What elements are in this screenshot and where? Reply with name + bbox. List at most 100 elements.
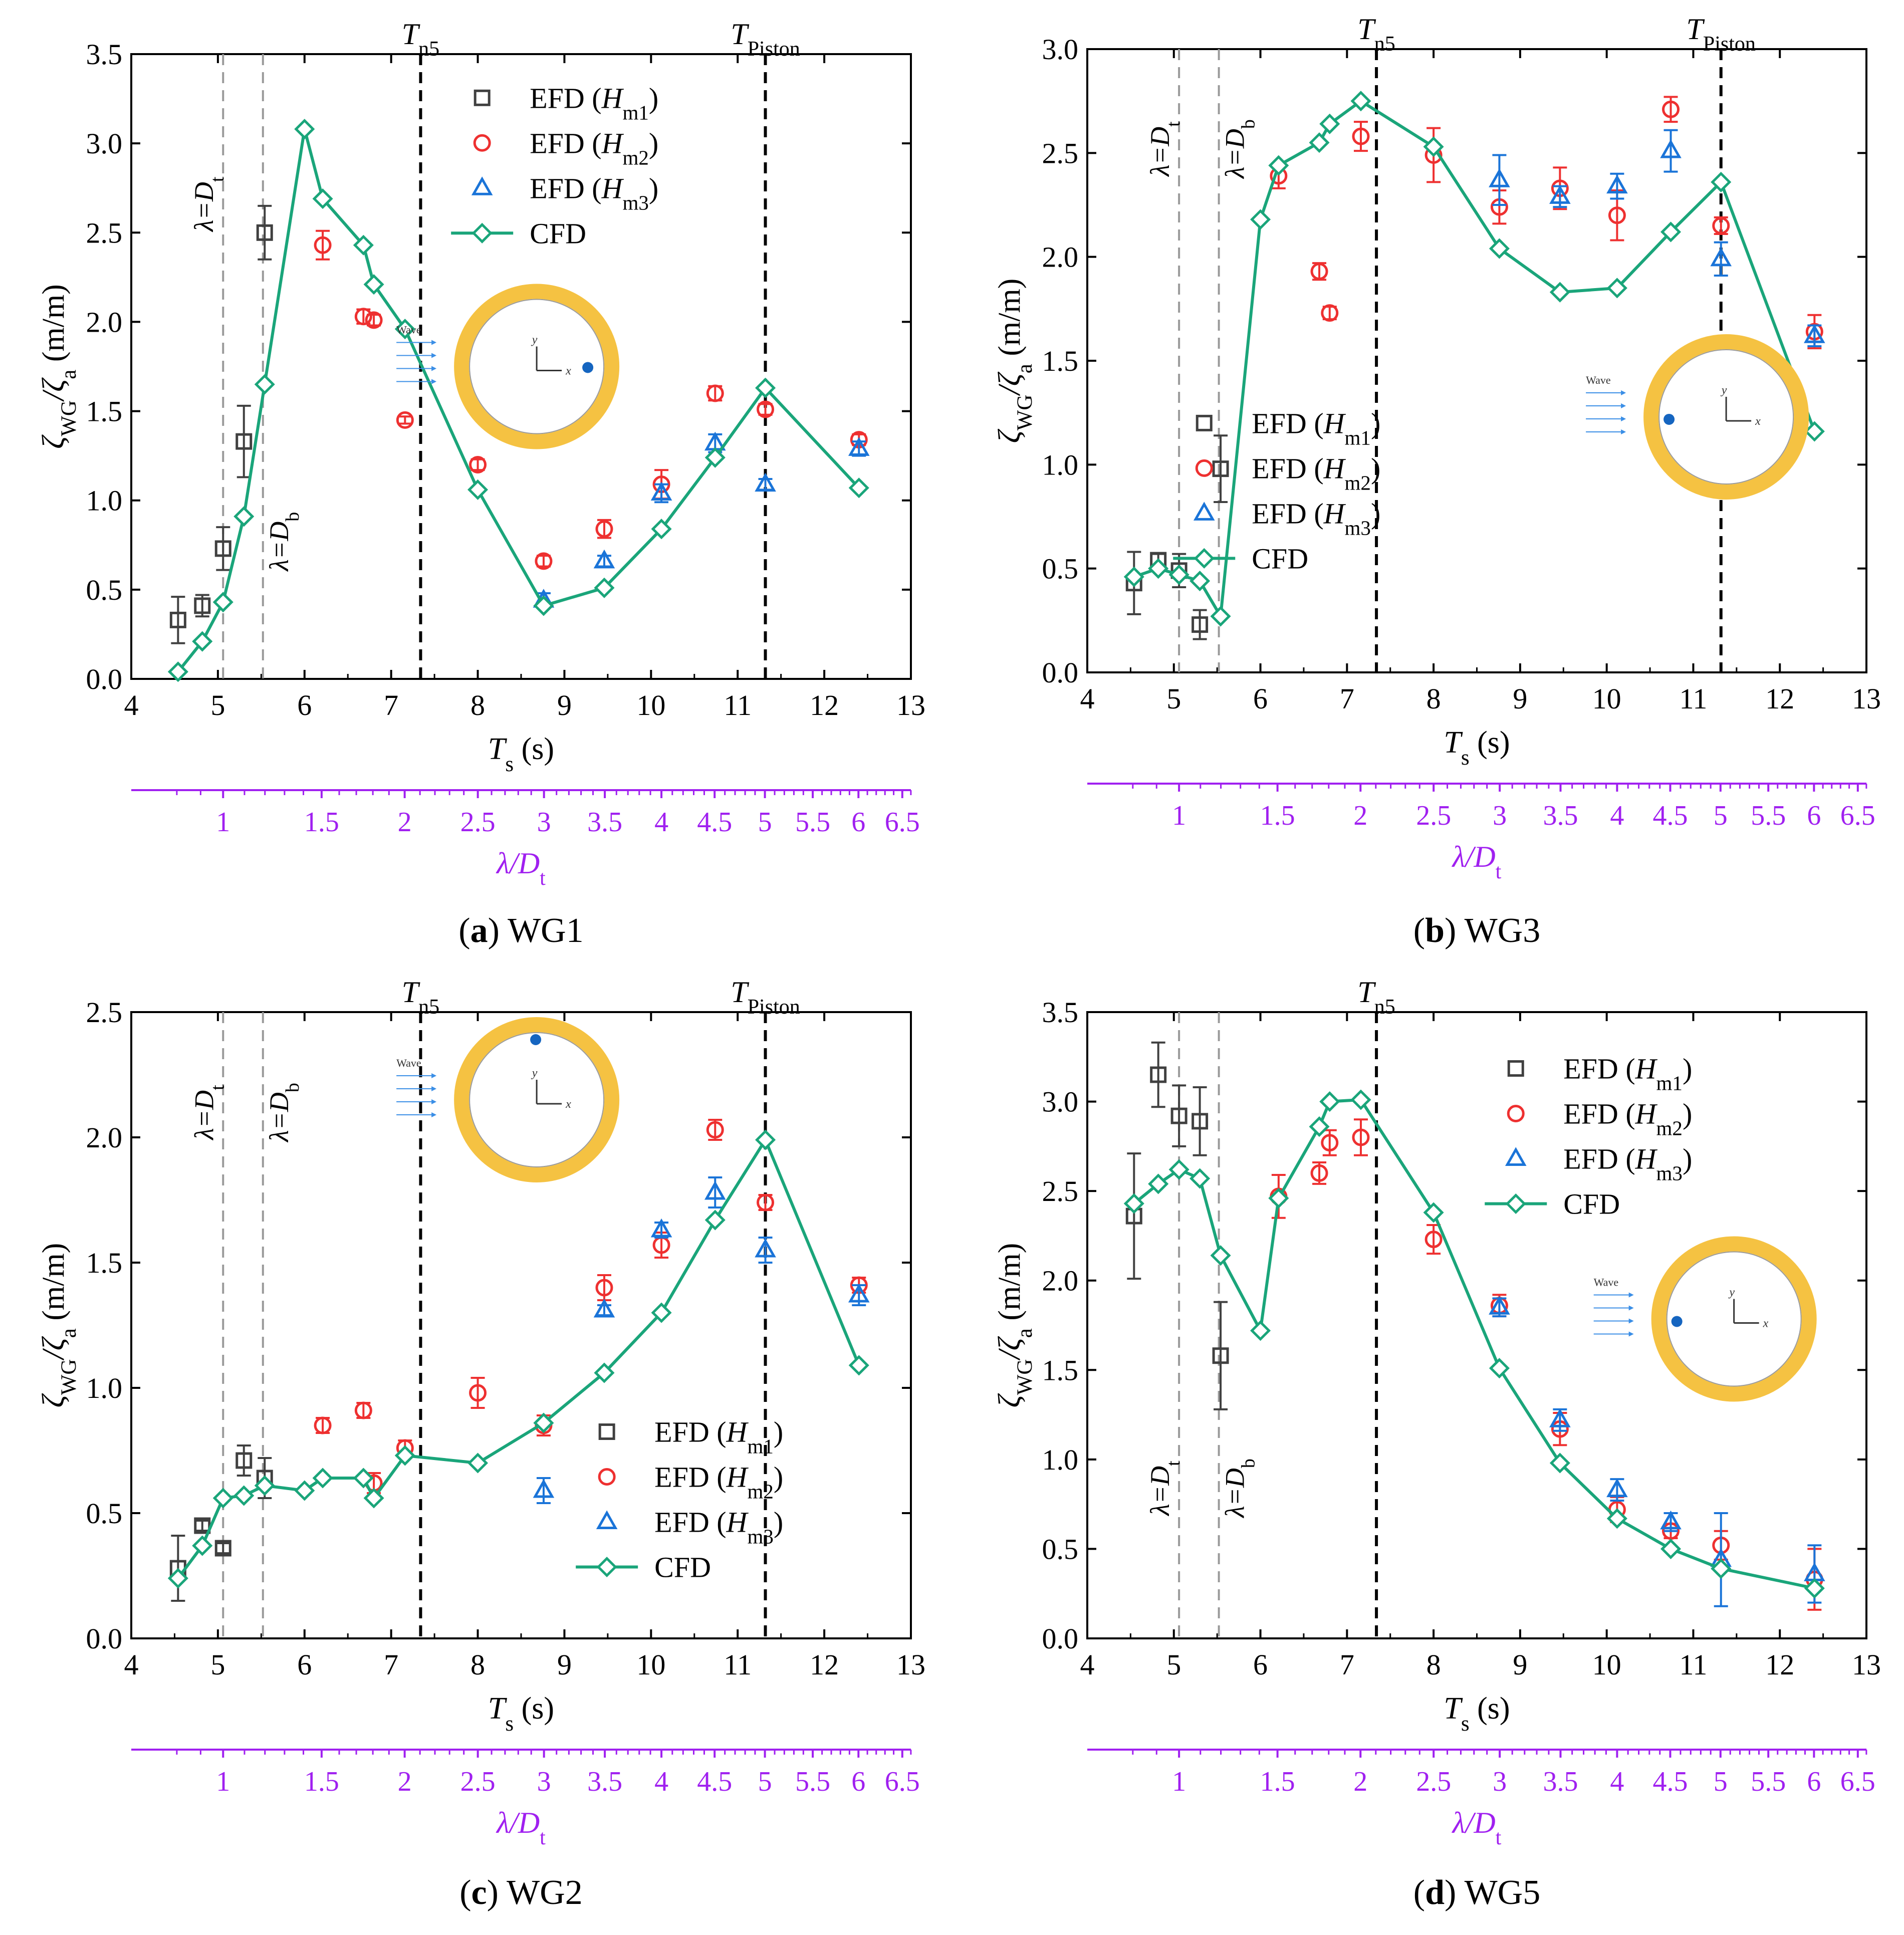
t-n5-label: Tn5 bbox=[1357, 13, 1395, 56]
data-point-cfd bbox=[533, 595, 554, 616]
legend-label-hm1: EFD (Hm1) bbox=[530, 82, 658, 124]
data-point-hm3 bbox=[1660, 139, 1682, 158]
legend-marker-hm2 bbox=[1195, 459, 1213, 477]
legend-label-cfd: CFD bbox=[1563, 1188, 1620, 1221]
legend-marker-hm3 bbox=[1193, 502, 1215, 521]
lambda-tick-label: 1 bbox=[1172, 800, 1186, 831]
wave-arrow-head bbox=[431, 1112, 437, 1117]
y-tick-label: 1.0 bbox=[86, 1372, 123, 1404]
legend-marker-hm2 bbox=[598, 1468, 616, 1486]
lambda-tick-label: 4 bbox=[1610, 800, 1624, 831]
x-tick-label: 10 bbox=[636, 1648, 665, 1681]
series-hm3 bbox=[533, 431, 870, 609]
legend-label-hm3: EFD (Hm3) bbox=[654, 1506, 783, 1548]
data-point-cfd bbox=[312, 188, 333, 209]
data-point-cfd bbox=[1123, 566, 1144, 587]
wave-arrow-head bbox=[1621, 403, 1626, 408]
lambda-tick-label: 5 bbox=[758, 1766, 772, 1797]
data-point-cfd bbox=[1250, 209, 1271, 230]
y-tick-label: 2.5 bbox=[1042, 1175, 1079, 1207]
lambda-tick-label: 4.5 bbox=[697, 807, 732, 838]
axis-y-label: y bbox=[1721, 384, 1727, 397]
y-axis-title: ζWG/ζa (m/m) bbox=[993, 1243, 1037, 1408]
lambda-db-label: λ=Db bbox=[264, 512, 303, 572]
lambda-tick-label: 5 bbox=[1714, 1766, 1728, 1797]
lambda-tick-label: 6 bbox=[1807, 800, 1821, 831]
wave-arrow-head bbox=[431, 1073, 437, 1078]
series-hm3 bbox=[1489, 129, 1825, 347]
data-point-cfd bbox=[1804, 421, 1825, 442]
legend-label-hm3: EFD (Hm3) bbox=[530, 172, 658, 214]
data-point-cfd bbox=[363, 1488, 384, 1509]
data-point-hm2 bbox=[595, 520, 613, 538]
x-tick-label: 13 bbox=[1852, 682, 1881, 715]
axis-y-label: y bbox=[1728, 1286, 1735, 1299]
data-point-hm2 bbox=[1310, 263, 1328, 281]
x-tick-label: 5 bbox=[210, 1648, 225, 1681]
y-tick-label: 1.5 bbox=[1042, 1354, 1079, 1386]
y-tick-label: 3.0 bbox=[1042, 1086, 1079, 1118]
legend-label-cfd: CFD bbox=[1252, 542, 1308, 575]
wave-gauge-dot bbox=[582, 362, 594, 373]
data-point-hm2 bbox=[706, 1121, 724, 1139]
legend-marker-hm1 bbox=[598, 1423, 615, 1440]
x-tick-label: 13 bbox=[896, 689, 925, 721]
data-point-cfd bbox=[233, 1485, 255, 1506]
data-point-hm2 bbox=[757, 1193, 775, 1212]
data-point-cfd bbox=[167, 1568, 188, 1589]
lambda-tick-label: 6.5 bbox=[885, 807, 920, 838]
lambda-tick-label: 5 bbox=[758, 807, 772, 838]
data-point-hm3 bbox=[650, 1218, 672, 1238]
lambda-tick-label: 2 bbox=[398, 1766, 412, 1797]
y-tick-label: 1.0 bbox=[1042, 448, 1079, 481]
pile-inner-edge bbox=[469, 299, 605, 434]
legend-marker-hm1 bbox=[1196, 414, 1213, 431]
lambda-tick-label: 5 bbox=[1714, 800, 1728, 831]
data-point-cfd bbox=[233, 506, 255, 527]
lambda-dt-label: λ=Dt bbox=[189, 176, 228, 232]
data-point-cfd bbox=[212, 1488, 233, 1509]
x-tick-label: 12 bbox=[810, 689, 839, 721]
x-tick-label: 4 bbox=[1080, 682, 1095, 715]
wave-arrow-head bbox=[1628, 1331, 1634, 1337]
data-point-cfd bbox=[467, 1453, 489, 1474]
data-point-hm2 bbox=[1321, 304, 1339, 322]
x-tick-label: 7 bbox=[384, 1648, 398, 1681]
data-point-cfd bbox=[1711, 1558, 1732, 1579]
data-point-cfd bbox=[704, 1210, 726, 1231]
data-point-hm1 bbox=[194, 597, 211, 614]
data-point-cfd bbox=[1268, 1187, 1289, 1208]
legend: EFD (Hm1)EFD (Hm2)EFD (Hm3)CFD bbox=[576, 1416, 783, 1584]
data-point-cfd bbox=[294, 119, 315, 140]
data-point-cfd bbox=[1123, 1193, 1144, 1214]
data-point-hm3 bbox=[755, 1238, 776, 1258]
lambda-tick-label: 3 bbox=[1493, 1766, 1507, 1797]
lambda-tick-label: 6.5 bbox=[885, 1766, 920, 1797]
pile-inner-edge bbox=[469, 1032, 605, 1167]
y-tick-label: 3.5 bbox=[86, 38, 123, 71]
x-axis-title: Ts (s) bbox=[488, 1691, 554, 1736]
data-point-hm3 bbox=[1606, 174, 1628, 194]
x-tick-label: 6 bbox=[297, 689, 312, 721]
lambda-tick-label: 3 bbox=[537, 807, 551, 838]
data-point-hm2 bbox=[535, 552, 553, 570]
y-tick-label: 2.5 bbox=[1042, 137, 1079, 169]
data-point-cfd bbox=[1549, 282, 1570, 303]
data-point-cfd bbox=[1660, 1538, 1682, 1559]
axis-x-label: x bbox=[565, 1098, 571, 1111]
x-axis-title: Ts (s) bbox=[488, 732, 554, 776]
data-point-cfd bbox=[254, 1475, 275, 1496]
axis-x-label: x bbox=[1755, 415, 1761, 428]
y-tick-label: 3.0 bbox=[1042, 33, 1079, 66]
data-point-cfd bbox=[254, 374, 275, 395]
data-point-cfd bbox=[704, 447, 726, 468]
data-point-cfd bbox=[394, 1445, 415, 1466]
y-tick-label: 3.0 bbox=[86, 127, 123, 160]
lambda-tick-label: 2.5 bbox=[460, 807, 496, 838]
x-tick-label: 4 bbox=[124, 1648, 139, 1681]
data-point-hm3 bbox=[755, 472, 776, 492]
data-point-hm2 bbox=[706, 384, 724, 402]
data-point-cfd bbox=[167, 661, 188, 682]
lambda-tick-label: 5.5 bbox=[795, 1766, 830, 1797]
